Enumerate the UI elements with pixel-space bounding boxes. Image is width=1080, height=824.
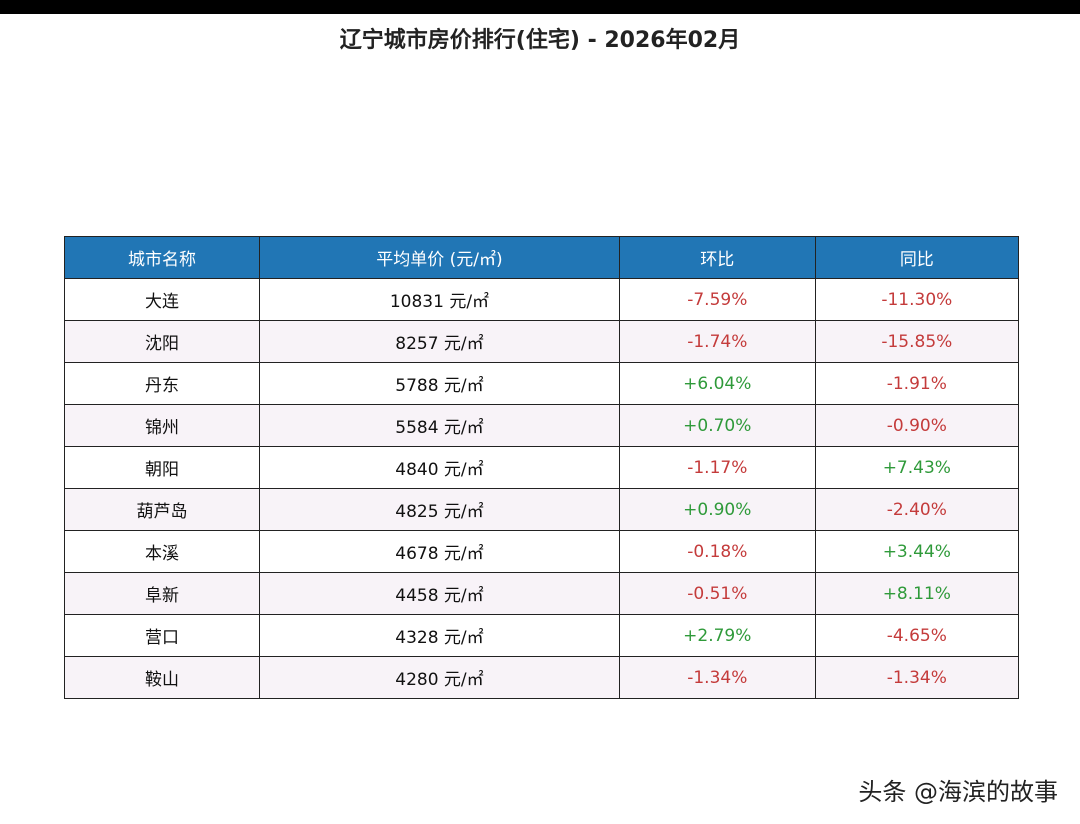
table-row: 沈阳 8257 元/㎡ -1.74% -15.85% bbox=[64, 320, 1020, 363]
table-row: 葫芦岛 4825 元/㎡ +0.90% -2.40% bbox=[64, 488, 1020, 531]
city-cell: 营口 bbox=[64, 614, 260, 657]
price-cell: 4678 元/㎡ bbox=[258, 530, 620, 573]
table-row: 鞍山 4280 元/㎡ -1.34% -1.34% bbox=[64, 656, 1020, 699]
price-cell: 5788 元/㎡ bbox=[258, 362, 620, 405]
price-cell: 4328 元/㎡ bbox=[258, 614, 620, 657]
title: 辽宁城市房价排行(住宅) - 2026年02月 bbox=[339, 28, 741, 53]
table-row: 阜新 4458 元/㎡ -0.51% +8.11% bbox=[64, 572, 1020, 615]
price-cell: 5584 元/㎡ bbox=[258, 404, 620, 447]
change-cell: -7.59% bbox=[618, 278, 816, 321]
change-cell: +6.04% bbox=[618, 362, 816, 405]
price-cell: 4280 元/㎡ bbox=[258, 656, 620, 699]
header-cell: 平均单价 (元/㎡) bbox=[258, 236, 620, 279]
city-cell: 葫芦岛 bbox=[64, 488, 260, 531]
change-cell: -1.17% bbox=[618, 446, 816, 489]
change-cell: +0.90% bbox=[618, 488, 816, 531]
price-cell: 4840 元/㎡ bbox=[258, 446, 620, 489]
change-cell: -15.85% bbox=[814, 320, 1020, 363]
watermark: 头条 @海滨的故事 bbox=[858, 778, 1058, 806]
change-cell: +2.79% bbox=[618, 614, 816, 657]
city-cell: 鞍山 bbox=[64, 656, 260, 699]
change-cell: -0.18% bbox=[618, 530, 816, 573]
change-cell: +0.70% bbox=[618, 404, 816, 447]
table-body: 大连 10831 元/㎡ -7.59% -11.30% 沈阳 8257 元/㎡ -1.74%… bbox=[64, 278, 1020, 699]
price-cell: 8257 元/㎡ bbox=[258, 320, 620, 363]
price-table: 城市名称 平均单价 (元/㎡) 环比 同比 大连 10831 元/㎡ -7.59% -11.… bbox=[64, 236, 1020, 699]
change-cell: +7.43% bbox=[814, 446, 1020, 489]
header-cell: 环比 bbox=[618, 236, 816, 279]
city-cell: 锦州 bbox=[64, 404, 260, 447]
city-cell: 沈阳 bbox=[64, 320, 260, 363]
table-row: 锦州 5584 元/㎡ +0.70% -0.90% bbox=[64, 404, 1020, 447]
change-cell: -2.40% bbox=[814, 488, 1020, 531]
table-row: 营口 4328 元/㎡ +2.79% -4.65% bbox=[64, 614, 1020, 657]
top-bar bbox=[0, 0, 1080, 14]
city-cell: 朝阳 bbox=[64, 446, 260, 489]
change-cell: +3.44% bbox=[814, 530, 1020, 573]
change-cell: -1.34% bbox=[814, 656, 1020, 699]
price-cell: 4825 元/㎡ bbox=[258, 488, 620, 531]
change-cell: -11.30% bbox=[814, 278, 1020, 321]
change-cell: -1.91% bbox=[814, 362, 1020, 405]
table-row: 本溪 4678 元/㎡ -0.18% +3.44% bbox=[64, 530, 1020, 573]
price-cell: 10831 元/㎡ bbox=[258, 278, 620, 321]
city-cell: 大连 bbox=[64, 278, 260, 321]
table-row: 大连 10831 元/㎡ -7.59% -11.30% bbox=[64, 278, 1020, 321]
table-row: 丹东 5788 元/㎡ +6.04% -1.91% bbox=[64, 362, 1020, 405]
change-cell: -0.90% bbox=[814, 404, 1020, 447]
city-cell: 阜新 bbox=[64, 572, 260, 615]
change-cell: -1.74% bbox=[618, 320, 816, 363]
city-cell: 丹东 bbox=[64, 362, 260, 405]
change-cell: +8.11% bbox=[814, 572, 1020, 615]
header-cell: 城市名称 bbox=[64, 236, 260, 279]
city-cell: 本溪 bbox=[64, 530, 260, 573]
header-cell: 同比 bbox=[814, 236, 1020, 279]
change-cell: -4.65% bbox=[814, 614, 1020, 657]
price-cell: 4458 元/㎡ bbox=[258, 572, 620, 615]
change-cell: -1.34% bbox=[618, 656, 816, 699]
table-row: 朝阳 4840 元/㎡ -1.17% +7.43% bbox=[64, 446, 1020, 489]
change-cell: -0.51% bbox=[618, 572, 816, 615]
header-row: 城市名称 平均单价 (元/㎡) 环比 同比 bbox=[64, 236, 1020, 279]
